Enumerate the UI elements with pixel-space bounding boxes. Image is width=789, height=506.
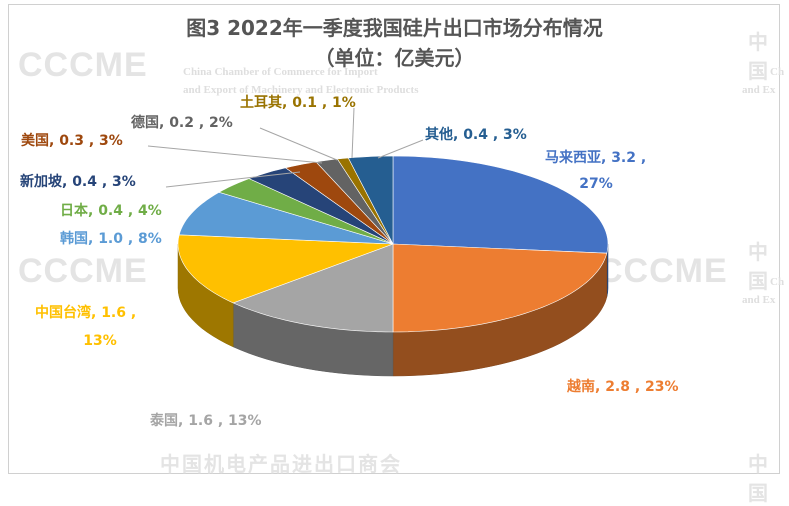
data-label-其他: 其他, 0.4 , 3%: [425, 126, 527, 143]
leader-line-其他: [377, 139, 424, 159]
data-label-美国: 美国, 0.3 , 3%: [21, 132, 123, 149]
data-label-日本: 日本, 0.4 , 4%: [60, 202, 162, 219]
data-label-土耳其: 土耳其, 0.1 , 1%: [240, 94, 356, 111]
pie-top-layer: [177, 155, 609, 333]
data-label-越南: 越南, 2.8 , 23%: [566, 378, 679, 395]
data-label-马来西亚: 马来西亚, 3.2 ,: [545, 150, 646, 166]
pie-labels: 马来西亚, 3.2 , 27% 越南, 2.8 , 23% 泰国, 1.6 , 13%…: [20, 94, 679, 429]
chart-subtitle: （单位：亿美元）: [314, 46, 475, 70]
data-label-德国: 德国, 0.2 , 2%: [131, 114, 233, 131]
pie-slice-其他[interactable]: [347, 155, 394, 245]
leader-line-土耳其: [351, 107, 355, 159]
data-label-新加坡: 新加坡, 0.4 , 3%: [20, 173, 136, 190]
pie-slice-马来西亚[interactable]: [392, 155, 609, 254]
leader-line-德国: [259, 127, 338, 161]
data-label-中国台湾: 中国台湾, 1.6 ,: [35, 304, 136, 321]
leader-line-新加坡: [165, 171, 301, 188]
chart-title: 图3 2022年一季度我国硅片出口市场分布情况: [186, 16, 603, 40]
pie-slice-中国台湾[interactable]: [177, 234, 394, 304]
pie-side-layer: [177, 243, 609, 377]
pie-slice-韩国[interactable]: [178, 191, 394, 245]
data-label-pct-马来西亚: 27%: [579, 176, 613, 192]
data-label-韩国: 韩国, 1.0 , 8%: [60, 230, 162, 247]
pie-slice-越南[interactable]: [392, 243, 608, 333]
pie-slice-泰国[interactable]: [232, 243, 394, 333]
pie-chart: 马来西亚, 3.2 , 27% 越南, 2.8 , 23% 泰国, 1.6 , 13%…: [20, 94, 679, 429]
pie-slice-日本[interactable]: [218, 178, 394, 245]
leader-line-美国: [147, 145, 323, 164]
data-label-泰国: 泰国, 1.6 , 13%: [149, 412, 262, 429]
data-label-pct-中国台湾: 13%: [83, 333, 117, 349]
